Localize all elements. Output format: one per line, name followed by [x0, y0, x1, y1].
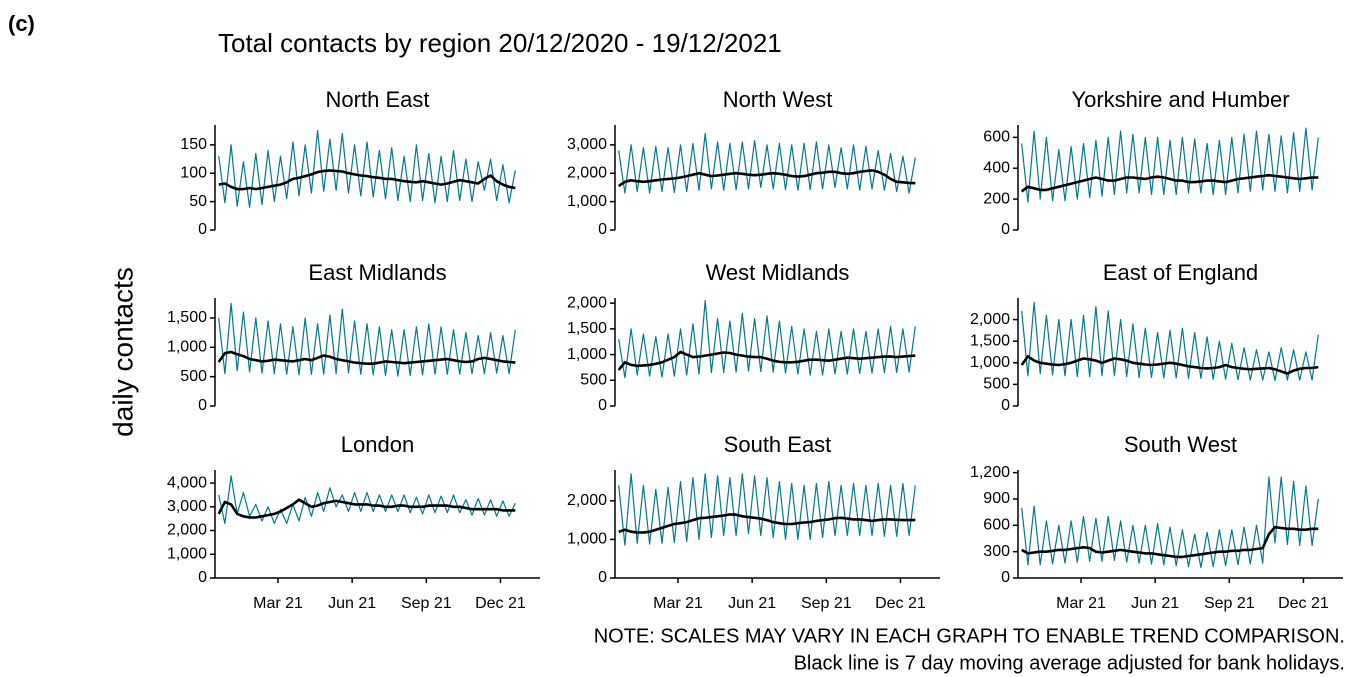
x-tick-label: Jun 21 — [328, 595, 376, 612]
y-tick-label: 1,500 — [167, 309, 207, 326]
panel-title: Yorkshire and Humber — [1071, 87, 1289, 112]
x-tick-label: Sep 21 — [801, 595, 852, 612]
average-line — [218, 169, 516, 191]
daily-line — [1021, 301, 1319, 382]
x-tick-label: Mar 21 — [253, 595, 303, 612]
note: NOTE: SCALES MAY VARY IN EACH GRAPH TO E… — [594, 625, 1345, 647]
y-tick-label: 2,000 — [567, 492, 607, 509]
y-tick-label: 500 — [180, 368, 207, 385]
x-tick-label: Sep 21 — [401, 595, 452, 612]
panel-title: East of England — [1103, 260, 1258, 285]
y-tick-label: 1,000 — [567, 531, 607, 548]
y-tick-label: 1,200 — [970, 464, 1010, 481]
panel-title: West Midlands — [706, 260, 850, 285]
y-tick-label: 100 — [180, 164, 207, 181]
daily-line — [218, 475, 516, 524]
average-line — [1020, 173, 1319, 193]
y-tick-label: 50 — [189, 193, 207, 210]
note: Black line is 7 day moving average adjus… — [794, 652, 1345, 674]
y-tick-label: 1,000 — [567, 346, 607, 363]
x-tick-label: Jun 21 — [1131, 595, 1179, 612]
y-tick-label: 150 — [180, 136, 207, 153]
x-tick-label: Mar 21 — [1056, 595, 1106, 612]
daily-line — [218, 130, 516, 208]
average-line — [1020, 355, 1319, 375]
y-tick-label: 3,000 — [567, 136, 607, 153]
y-tick-label: 0 — [198, 397, 207, 414]
y-tick-label: 0 — [198, 569, 207, 586]
y-tick-label: 1,000 — [167, 545, 207, 562]
y-tick-label: 300 — [983, 543, 1010, 560]
x-tick-label: Mar 21 — [653, 595, 703, 612]
average-line — [617, 350, 916, 371]
y-tick-label: 3,000 — [167, 498, 207, 515]
average-line — [217, 350, 516, 365]
figure-title: Total contacts by region 20/12/2020 - 19… — [218, 28, 782, 58]
x-tick-label: Sep 21 — [1204, 595, 1255, 612]
daily-line — [618, 473, 916, 546]
x-tick-label: Dec 21 — [475, 595, 526, 612]
x-tick-label: Dec 21 — [875, 595, 926, 612]
y-tick-label: 2,000 — [970, 311, 1010, 328]
panel-title: East Midlands — [308, 260, 446, 285]
y-tick-label: 0 — [198, 221, 207, 238]
y-tick-label: 2,000 — [567, 294, 607, 311]
y-tick-label: 0 — [598, 569, 607, 586]
x-tick-label: Jun 21 — [728, 595, 776, 612]
y-tick-label: 4,000 — [167, 474, 207, 491]
y-tick-label: 900 — [983, 490, 1010, 507]
panel-title: South East — [724, 432, 832, 457]
panel-title: South West — [1124, 432, 1237, 457]
y-tick-label: 1,000 — [567, 193, 607, 210]
y-tick-label: 1,000 — [970, 354, 1010, 371]
y-axis-label: daily contacts — [107, 267, 138, 437]
y-tick-label: 600 — [983, 517, 1010, 534]
y-tick-label: 1,500 — [567, 320, 607, 337]
y-tick-label: 0 — [598, 221, 607, 238]
figure-label: (c) — [8, 11, 35, 36]
daily-line — [1021, 476, 1319, 569]
average-line — [217, 498, 516, 519]
average-line — [618, 513, 916, 534]
y-tick-label: 200 — [983, 190, 1010, 207]
y-tick-label: 2,000 — [567, 164, 607, 181]
y-tick-label: 1,000 — [167, 339, 207, 356]
y-tick-label: 2,000 — [167, 522, 207, 539]
y-tick-label: 500 — [983, 376, 1010, 393]
panel-title: North West — [723, 87, 833, 112]
average-line — [1021, 525, 1319, 559]
y-tick-label: 1,500 — [970, 332, 1010, 349]
daily-line — [218, 302, 516, 377]
daily-line — [1021, 127, 1319, 203]
y-tick-label: 0 — [1001, 397, 1010, 414]
daily-line — [618, 300, 916, 379]
panel-title: North East — [326, 87, 430, 112]
y-tick-label: 400 — [983, 159, 1010, 176]
y-tick-label: 0 — [1001, 221, 1010, 238]
y-tick-label: 500 — [580, 372, 607, 389]
average-line — [617, 169, 916, 188]
y-tick-label: 0 — [1001, 569, 1010, 586]
daily-line — [618, 132, 916, 194]
x-tick-label: Dec 21 — [1278, 595, 1329, 612]
panel-title: London — [341, 432, 414, 457]
y-tick-label: 0 — [598, 397, 607, 414]
y-tick-label: 600 — [983, 129, 1010, 146]
